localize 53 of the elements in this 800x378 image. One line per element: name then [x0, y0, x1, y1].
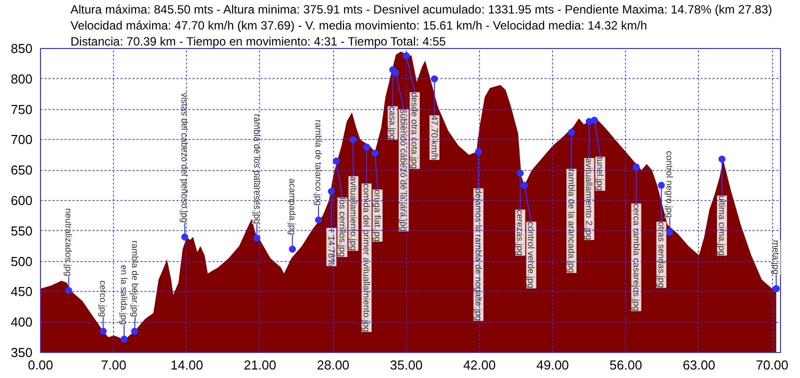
y-tick-label: 450	[10, 284, 33, 300]
annotation: meta.jpg	[771, 240, 782, 274]
y-tick-label: 600	[10, 193, 33, 208]
x-tick-label: 63.00	[682, 358, 716, 372]
y-tick-label: 350	[10, 345, 33, 360]
annotation: casa.jpg	[388, 106, 398, 140]
annotation: rambla de bejar.jpg	[130, 240, 140, 318]
annotation: subiendo cabezo de la jara.jpg	[398, 109, 409, 232]
annotation: control verde.jpg	[526, 222, 536, 288]
annotation: rambla de talanco.jpg	[314, 120, 324, 206]
y-tick-label: 750	[10, 102, 33, 117]
annotation: rambla de los palareses.jpg	[252, 114, 262, 224]
x-tick-label: 14.00	[170, 358, 204, 372]
x-tick-label: 35.00	[390, 358, 423, 372]
annotation: los cerrillos.jpg	[337, 197, 348, 257]
y-tick-label: 800	[10, 71, 33, 86]
annotation: cerezas.jpg	[515, 210, 526, 256]
x-tick-label: 56.00	[610, 358, 642, 372]
annotation: tunel.jpg	[595, 156, 606, 191]
annotation: comida del primer avituallamiento.jpg	[362, 183, 372, 332]
annotation: desde otra cota.jpg	[410, 92, 420, 169]
annotation: en la salida.jpg	[119, 264, 130, 325]
annotation: cerca rambla casarejos.jpg	[631, 204, 642, 312]
x-tick-label: 42.00	[463, 358, 496, 372]
annotation: rambla de la arancada.jpg	[566, 168, 576, 273]
text: Velocidad máxima: 47.70 km/h (km 37.69) - V. media movimiento: 15.61 km/h - Velocidad media: 14.32 km/h	[70, 18, 648, 32]
text: Altura máxima: 845.50 mts - Altura minima: 375.91 mts - Desnivel acumulado: 1331.95 mts - Pendiente Maxima: 14.78% (km 27.83)	[70, 2, 772, 16]
annotation: vistas del cabezo del peñoso.jpg	[180, 92, 190, 223]
annotation: avituallamiento 2.jpg	[584, 158, 594, 240]
annotation: ultima cima.jpg	[716, 196, 727, 256]
annotation: dejamos la rambla de nogalte.jpg	[473, 188, 484, 321]
annotation: 47.70 km/h	[429, 115, 440, 160]
y-tick-label: 400	[10, 314, 33, 330]
annotation: Distancia: 70.39 km - Tiempo en movimiento: 4:31 - Tiempo Total: 4:55	[70, 34, 446, 48]
annotation: acampada.jpg	[287, 178, 298, 235]
x-tick-label: 70.00	[756, 358, 788, 372]
y-tick-label: 550	[10, 223, 33, 238]
x-tick-label: 28.00	[316, 358, 350, 372]
x-tick-label: 0.00	[28, 358, 54, 372]
annotation: oruga fiat.jpg	[372, 190, 383, 242]
annotation: cerco.jpg	[98, 280, 108, 318]
annotation: control negro.jpg	[664, 150, 675, 218]
y-tick-label: 700	[10, 132, 33, 148]
x-tick-label: 7.00	[101, 358, 126, 372]
y-tick-label: 500	[10, 254, 33, 269]
annotation: otras sendas.jpg	[656, 222, 666, 288]
annotation: + 14.78%	[326, 228, 336, 266]
y-tick-label: 850	[10, 41, 33, 56]
annotation: neutralizados.jpg	[64, 208, 74, 276]
y-tick-label: 650	[10, 162, 33, 178]
x-tick-label: 21.00	[244, 358, 276, 372]
annotation: avituallamiento.jpg	[348, 176, 358, 251]
x-tick-label: 49.00	[536, 358, 569, 372]
